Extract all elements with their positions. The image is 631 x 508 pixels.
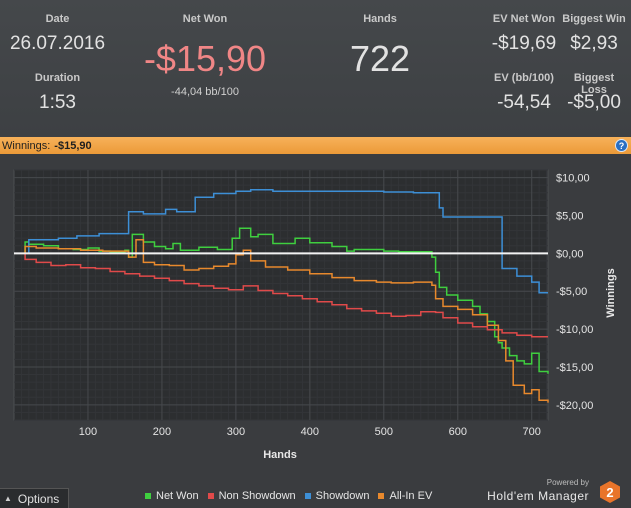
x-axis-label: Hands (263, 449, 297, 461)
legend-item-net-won[interactable]: Net Won (145, 490, 199, 502)
legend-item-non-showdown[interactable]: Non Showdown (207, 490, 296, 502)
y-tick-label: $5,00 (556, 210, 584, 222)
net-won-value: -$15,90 (143, 38, 267, 79)
hands-label: Hands (363, 13, 397, 25)
y-tick-label: -$10,00 (556, 324, 593, 336)
chart-legend: Net Won Non Showdown Showdown All-In EV (145, 490, 441, 502)
hem2-branding: Powered by Hold'em Manager 2 (487, 478, 622, 506)
net-won-label: Net Won (182, 13, 228, 25)
net-won-bb100: -44,04 bb/100 (171, 86, 239, 98)
legend-swatch (378, 493, 385, 499)
duration-label: Duration (34, 72, 81, 84)
biggest-loss-value: -$5,00 (567, 92, 621, 113)
duration-value: 1:53 (39, 92, 76, 113)
y-tick-label: $0,00 (556, 248, 584, 260)
session-stats-panel: Date 26.07.2016 Duration 1:53 Net Won -$… (0, 0, 631, 137)
y-tick-label: $10,00 (556, 173, 590, 185)
hands-value: 722 (349, 38, 411, 79)
date-value: 26.07.2016 (9, 33, 106, 54)
y-axis-label: Winnings (605, 268, 617, 317)
legend-swatch (145, 493, 151, 499)
x-tick-label: 700 (523, 426, 541, 438)
legend-swatch (304, 493, 311, 499)
legend-item-all-in-ev[interactable]: All-In EV (378, 490, 432, 502)
hem2-logo-icon: 2 (600, 481, 620, 503)
biggest-loss-label: Biggest Loss (573, 72, 615, 96)
series-non-showdown-line (14, 252, 548, 338)
winnings-chart-svg: $10,00 $5,00 $0,00 -$5,00 -$10,00 -$15,00 -$20… (13, 169, 617, 461)
legend-label: Non Showdown (218, 490, 296, 502)
date-label: Date (45, 13, 70, 25)
legend-swatch (207, 493, 214, 499)
powered-by-text: Powered by (546, 478, 589, 487)
winnings-title-bar: Winnings: -$15,90 ? (0, 137, 631, 154)
series-all-in-ev-line (14, 238, 549, 403)
graph-footer: ▲ Options Net Won Non Showdown Showdown All… (0, 478, 631, 508)
options-label: Options (17, 491, 60, 506)
series-showdown-line (14, 188, 548, 294)
ev-bb100-label: EV (bb/100) (494, 72, 554, 84)
legend-label: Showdown (315, 490, 370, 502)
legend-label: Net Won (156, 490, 199, 502)
options-button[interactable]: ▲ Options (0, 488, 69, 508)
x-tick-label: 500 (375, 426, 393, 438)
biggest-win-value: $2,93 (570, 33, 618, 54)
winnings-label: Winnings: (2, 139, 51, 152)
legend-item-showdown[interactable]: Showdown (304, 490, 370, 502)
ev-bb100-value: -54,54 (497, 92, 551, 113)
y-tick-label: -$5,00 (556, 286, 587, 298)
brand-name: Hold'em Manager (487, 489, 589, 503)
help-icon[interactable]: ? (615, 139, 628, 152)
x-tick-label: 300 (227, 426, 245, 438)
ev-net-won-value: -$19,69 (491, 33, 557, 54)
winnings-graph[interactable]: $10,00 $5,00 $0,00 -$5,00 -$10,00 -$15,00 -$20… (0, 154, 631, 482)
legend-label: All-In EV (389, 490, 433, 502)
x-tick-label: 200 (153, 426, 171, 438)
winnings-amount: -$15,90 (54, 139, 92, 152)
x-tick-label: 600 (449, 426, 467, 438)
x-tick-label: 100 (79, 426, 97, 438)
x-tick-label: 400 (301, 426, 319, 438)
y-tick-label: -$15,00 (556, 362, 593, 374)
ev-net-won-label: EV Net Won (492, 13, 556, 25)
biggest-win-label: Biggest Win (562, 13, 626, 25)
brand-badge-text: 2 (606, 485, 613, 500)
y-tick-label: -$20,00 (556, 400, 593, 412)
caret-up-icon: ▲ (4, 494, 12, 503)
